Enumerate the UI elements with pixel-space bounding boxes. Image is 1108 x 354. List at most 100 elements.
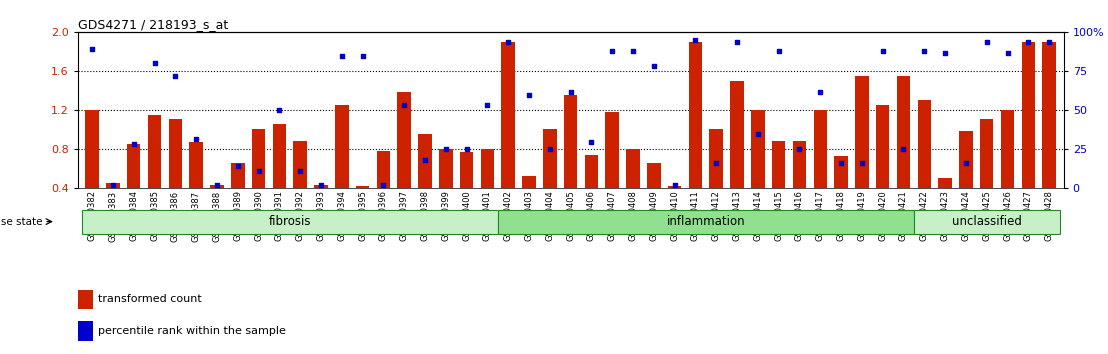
FancyBboxPatch shape bbox=[914, 210, 1059, 234]
Bar bbox=[252, 129, 265, 188]
Bar bbox=[1022, 42, 1035, 188]
Point bbox=[332, 53, 350, 59]
Bar bbox=[1001, 110, 1014, 188]
Bar bbox=[689, 42, 702, 188]
Point bbox=[479, 102, 496, 108]
Bar bbox=[585, 155, 598, 188]
Bar bbox=[979, 120, 994, 188]
Point bbox=[396, 102, 413, 108]
Text: fibrosis: fibrosis bbox=[268, 215, 311, 228]
Point bbox=[187, 136, 205, 142]
Point bbox=[562, 89, 579, 95]
Point bbox=[291, 168, 309, 174]
Point bbox=[249, 168, 267, 174]
FancyBboxPatch shape bbox=[497, 210, 914, 234]
Point bbox=[832, 160, 850, 166]
Bar bbox=[502, 42, 515, 188]
Point bbox=[583, 139, 601, 145]
Point bbox=[749, 131, 767, 137]
Bar bbox=[147, 115, 162, 188]
Bar bbox=[751, 110, 765, 188]
Bar bbox=[1043, 42, 1056, 188]
Bar bbox=[230, 163, 245, 188]
Bar bbox=[211, 185, 224, 188]
Bar bbox=[543, 129, 556, 188]
Bar bbox=[605, 112, 619, 188]
Point bbox=[270, 107, 288, 113]
Point bbox=[604, 48, 622, 54]
Bar bbox=[772, 141, 786, 188]
Point bbox=[707, 160, 725, 166]
Point bbox=[874, 48, 892, 54]
Point bbox=[166, 73, 184, 79]
Point bbox=[208, 182, 226, 188]
Point bbox=[458, 146, 475, 152]
Bar bbox=[792, 141, 807, 188]
Bar bbox=[335, 105, 349, 188]
Point bbox=[894, 146, 912, 152]
Point bbox=[666, 182, 684, 188]
Text: unclassified: unclassified bbox=[952, 215, 1022, 228]
Point bbox=[624, 48, 642, 54]
Point bbox=[417, 158, 434, 163]
Bar bbox=[78, 290, 93, 309]
Bar bbox=[85, 110, 99, 188]
Bar bbox=[834, 156, 848, 188]
Text: inflammation: inflammation bbox=[667, 215, 746, 228]
Point bbox=[853, 160, 871, 166]
Bar bbox=[418, 134, 432, 188]
Bar bbox=[439, 149, 452, 188]
Bar bbox=[377, 151, 390, 188]
Point bbox=[83, 47, 101, 52]
Point bbox=[978, 39, 996, 45]
Bar bbox=[626, 149, 639, 188]
Point bbox=[998, 51, 1016, 56]
Bar bbox=[294, 141, 307, 188]
Point bbox=[811, 89, 829, 95]
Bar bbox=[168, 120, 182, 188]
Bar bbox=[564, 95, 577, 188]
Bar bbox=[668, 185, 681, 188]
Bar bbox=[813, 110, 827, 188]
Bar bbox=[730, 80, 743, 188]
Bar bbox=[398, 92, 411, 188]
Point bbox=[125, 141, 143, 147]
Bar bbox=[960, 131, 973, 188]
Point bbox=[728, 39, 746, 45]
Bar bbox=[709, 129, 724, 188]
Point bbox=[312, 182, 330, 188]
Point bbox=[1040, 39, 1058, 45]
Bar bbox=[78, 321, 93, 341]
Point bbox=[375, 182, 392, 188]
Bar bbox=[189, 142, 203, 188]
Point bbox=[229, 164, 247, 169]
Bar bbox=[938, 178, 952, 188]
Bar bbox=[876, 105, 890, 188]
Bar bbox=[917, 100, 931, 188]
Text: disease state: disease state bbox=[0, 217, 42, 227]
Text: GDS4271 / 218193_s_at: GDS4271 / 218193_s_at bbox=[78, 18, 228, 31]
Point bbox=[687, 37, 705, 42]
Bar bbox=[315, 185, 328, 188]
Point bbox=[936, 51, 954, 56]
FancyBboxPatch shape bbox=[82, 210, 497, 234]
Text: percentile rank within the sample: percentile rank within the sample bbox=[99, 326, 286, 336]
Bar bbox=[647, 163, 660, 188]
Point bbox=[353, 53, 371, 59]
Bar bbox=[127, 144, 141, 188]
Point bbox=[770, 48, 788, 54]
Point bbox=[104, 182, 122, 188]
Bar bbox=[855, 76, 869, 188]
Point bbox=[645, 63, 663, 69]
Point bbox=[500, 39, 517, 45]
Bar bbox=[356, 185, 369, 188]
Point bbox=[915, 48, 933, 54]
Point bbox=[1019, 39, 1037, 45]
Point bbox=[437, 146, 454, 152]
Bar bbox=[522, 176, 536, 188]
Point bbox=[520, 92, 537, 98]
Point bbox=[791, 146, 809, 152]
Bar bbox=[106, 183, 120, 188]
Point bbox=[541, 146, 558, 152]
Text: transformed count: transformed count bbox=[99, 294, 202, 304]
